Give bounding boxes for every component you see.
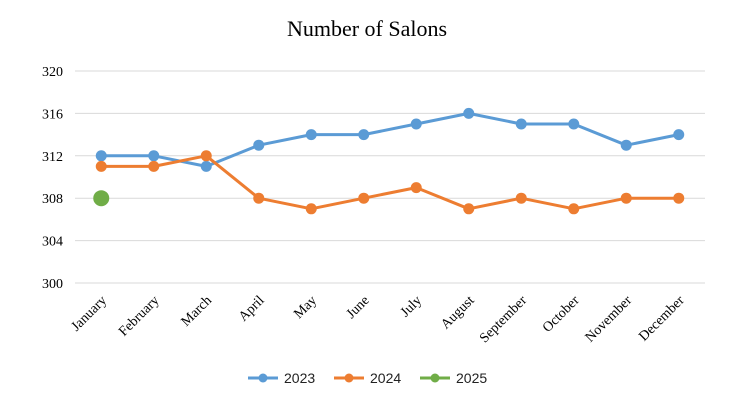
data-point [673,192,685,204]
data-point [620,139,632,151]
data-point [568,203,580,215]
x-tick-label: June [344,293,373,322]
x-tick-label: November [583,293,636,346]
data-point [673,129,685,141]
data-point [95,160,107,172]
data-point [568,118,580,130]
x-tick-label: February [116,293,162,339]
legend-swatch-marker [258,373,268,383]
data-point [148,150,160,162]
data-point [93,190,110,207]
data-point [410,118,422,130]
legend-label: 2024 [370,370,401,386]
series-2023 [95,107,685,172]
x-tick-label: April [236,293,268,325]
y-tick-label: 316 [42,107,63,122]
y-tick-label: 304 [42,235,63,250]
x-tick-label: January [69,293,110,334]
chart-title: Number of Salons [287,16,447,41]
series-2025 [93,190,110,207]
data-point [358,129,370,141]
legend-item: 2025 [420,370,487,386]
series-line [99,111,681,168]
legend: 2023 2024 2025 [248,370,487,386]
y-tick-label: 300 [42,277,63,292]
data-point [620,192,632,204]
data-point [515,118,527,130]
legend-swatch-marker [430,373,440,383]
y-axis-ticks: 300 304 308 312 316 320 [42,65,63,292]
data-point [200,150,212,162]
data-point [148,160,160,172]
data-point [95,150,107,162]
x-tick-label: August [438,293,477,332]
y-tick-label: 308 [42,192,63,207]
legend-item: 2024 [334,370,401,386]
data-point [358,192,370,204]
y-tick-label: 312 [42,150,63,165]
x-tick-label: December [636,293,688,345]
legend-item: 2023 [248,370,315,386]
x-tick-label: September [477,293,530,346]
series-line [99,154,681,211]
data-point [463,107,475,119]
data-point [515,192,527,204]
legend-label: 2023 [284,370,315,386]
x-axis-ticks: January February March April May June July Augu… [69,293,688,346]
x-tick-label: October [540,293,583,336]
data-point [410,182,422,194]
legend-label: 2025 [456,370,487,386]
data-point [200,160,212,172]
data-point [305,129,317,141]
x-tick-label: May [291,293,320,322]
x-tick-label: March [179,293,215,329]
data-point [253,139,265,151]
y-tick-label: 320 [42,65,63,80]
data-point [253,192,265,204]
x-tick-label: July [398,293,425,320]
series-2024 [95,150,685,215]
data-point [463,203,475,215]
legend-swatch-marker [344,373,354,383]
data-point [305,203,317,215]
gridlines [75,70,705,284]
series-layer [93,107,685,215]
